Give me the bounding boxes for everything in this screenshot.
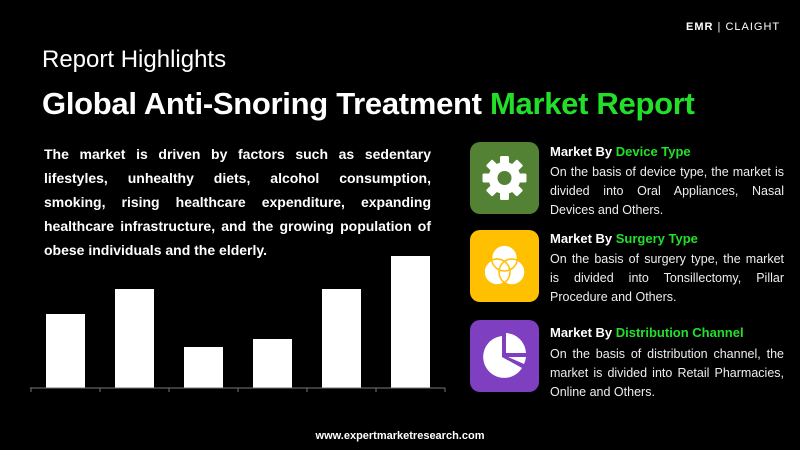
logo: EMR | CLAIGHT bbox=[686, 21, 781, 33]
footer-url: www.expertmarketresearch.com bbox=[315, 430, 485, 442]
logo-claight: CLAIGHT bbox=[725, 21, 781, 33]
bar-chart bbox=[30, 256, 446, 392]
segment-body-distribution: On the basis of distribution channel, th… bbox=[550, 347, 784, 399]
segment-body-surgery: On the basis of surgery type, the market… bbox=[550, 252, 784, 304]
title-main: Global Anti-Snoring Treatment bbox=[42, 86, 490, 121]
segment-heading-distribution: Market By Distribution Channel bbox=[550, 325, 744, 340]
bar-3 bbox=[184, 347, 223, 388]
pie-chart-icon bbox=[483, 333, 526, 378]
bar-6 bbox=[391, 256, 430, 388]
venn-icon bbox=[483, 244, 526, 286]
title-accent: Market Report bbox=[489, 86, 695, 121]
bar-1 bbox=[46, 314, 85, 388]
bar-5 bbox=[322, 289, 361, 388]
page-title: Global Anti-Snoring Treatment Market Rep… bbox=[42, 86, 695, 122]
bar-4 bbox=[253, 339, 292, 388]
segment-heading-surgery: Market By Surgery Type bbox=[550, 231, 698, 246]
segment-body-device: On the basis of device type, the market … bbox=[550, 165, 784, 217]
intro-text: The market is driven by factors such as … bbox=[44, 146, 431, 258]
surgery-type-icon-tile bbox=[470, 230, 539, 302]
segment-heading-device: Market By Device Type bbox=[550, 144, 691, 159]
gear-icon bbox=[482, 156, 527, 200]
subtitle: Report Highlights bbox=[42, 46, 227, 73]
device-type-icon-tile bbox=[470, 142, 539, 214]
distribution-channel-icon-tile bbox=[470, 320, 539, 392]
bar-2 bbox=[115, 289, 154, 388]
logo-emr: EMR bbox=[686, 21, 714, 33]
